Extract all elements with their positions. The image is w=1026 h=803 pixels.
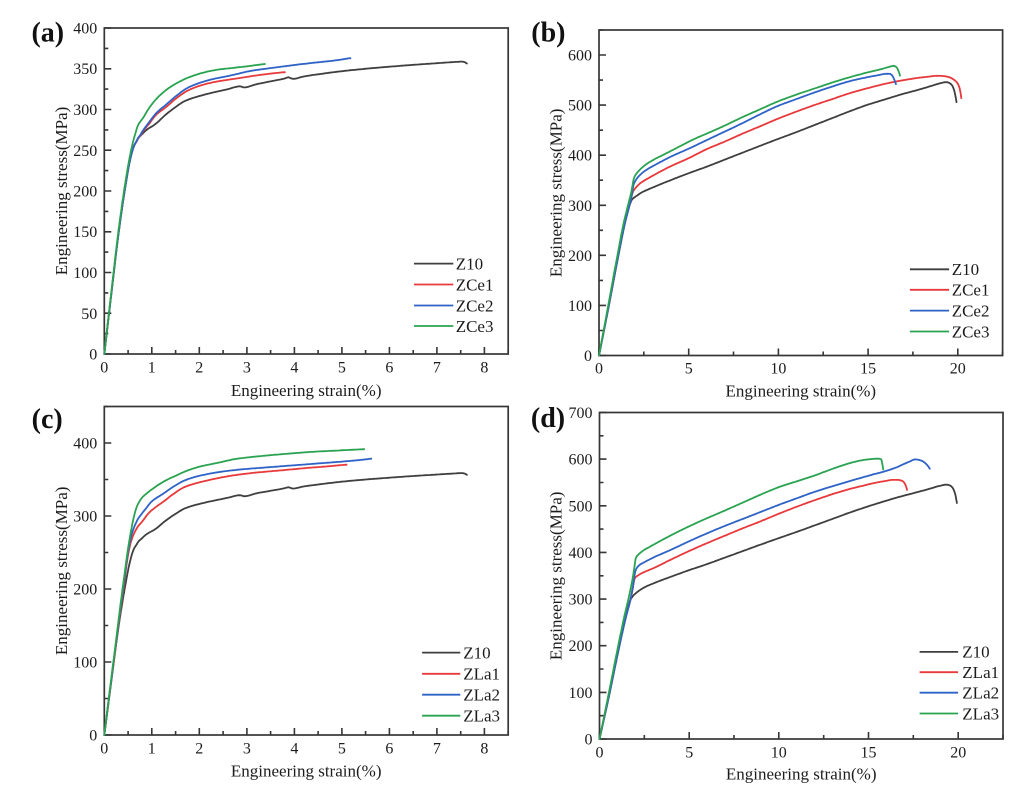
svg-text:Engineering stress(MPa): Engineering stress(MPa): [547, 109, 566, 278]
svg-text:400: 400: [568, 148, 592, 165]
svg-text:0: 0: [89, 347, 97, 364]
svg-text:ZLa1: ZLa1: [463, 665, 500, 684]
svg-text:ZLa2: ZLa2: [463, 686, 500, 705]
svg-text:Engineering stress(MPa): Engineering stress(MPa): [52, 487, 71, 656]
svg-text:0: 0: [595, 361, 603, 378]
svg-text:ZLa2: ZLa2: [962, 684, 999, 703]
svg-text:250: 250: [73, 143, 97, 160]
svg-text:5: 5: [685, 361, 693, 378]
svg-text:20: 20: [950, 744, 966, 761]
svg-text:3: 3: [243, 359, 251, 376]
svg-text:ZCe1: ZCe1: [952, 281, 990, 300]
svg-text:Engineering strain(%): Engineering strain(%): [231, 761, 382, 780]
svg-text:300: 300: [73, 509, 97, 526]
svg-text:200: 200: [569, 638, 593, 655]
svg-text:350: 350: [73, 61, 97, 78]
svg-text:0: 0: [89, 728, 97, 745]
svg-text:500: 500: [569, 498, 593, 515]
svg-text:300: 300: [569, 592, 593, 609]
svg-text:(d): (d): [531, 403, 565, 434]
svg-text:400: 400: [569, 545, 593, 562]
svg-text:ZLa3: ZLa3: [463, 707, 500, 726]
svg-text:200: 200: [73, 582, 97, 599]
svg-text:Z10: Z10: [463, 643, 490, 662]
svg-text:ZCe3: ZCe3: [456, 317, 494, 336]
svg-text:10: 10: [770, 361, 786, 378]
svg-text:ZLa3: ZLa3: [962, 704, 999, 723]
svg-text:400: 400: [73, 21, 97, 38]
svg-text:20: 20: [950, 361, 966, 378]
svg-text:100: 100: [73, 265, 97, 282]
svg-text:1: 1: [148, 359, 156, 376]
svg-text:Z10: Z10: [952, 260, 979, 279]
svg-text:ZCe3: ZCe3: [952, 322, 990, 341]
svg-text:Engineering stress(MPa): Engineering stress(MPa): [52, 107, 71, 276]
svg-text:100: 100: [568, 298, 592, 315]
svg-text:Engineering stress(MPa): Engineering stress(MPa): [547, 492, 566, 661]
svg-text:Engineering strain(%): Engineering strain(%): [726, 764, 877, 783]
svg-text:5: 5: [338, 740, 346, 757]
svg-text:(b): (b): [531, 18, 565, 49]
svg-text:Engineering strain(%): Engineering strain(%): [231, 381, 382, 400]
svg-text:200: 200: [73, 184, 97, 201]
svg-text:ZCe2: ZCe2: [952, 301, 990, 320]
svg-text:15: 15: [861, 744, 877, 761]
svg-text:2: 2: [195, 359, 203, 376]
svg-text:4: 4: [290, 359, 298, 376]
svg-text:0: 0: [100, 740, 108, 757]
svg-text:200: 200: [568, 248, 592, 265]
svg-text:3: 3: [243, 740, 251, 757]
svg-text:600: 600: [569, 452, 593, 469]
svg-text:7: 7: [433, 359, 441, 376]
svg-text:7: 7: [433, 740, 441, 757]
svg-text:300: 300: [73, 102, 97, 119]
svg-text:(c): (c): [32, 404, 63, 435]
svg-text:600: 600: [568, 48, 592, 65]
svg-text:400: 400: [73, 436, 97, 453]
svg-text:Engineering strain(%): Engineering strain(%): [726, 382, 877, 401]
svg-text:5: 5: [685, 744, 693, 761]
svg-text:700: 700: [569, 405, 593, 422]
svg-text:ZCe1: ZCe1: [456, 275, 494, 294]
svg-text:300: 300: [568, 198, 592, 215]
svg-text:ZCe2: ZCe2: [456, 296, 494, 315]
svg-text:500: 500: [568, 98, 592, 115]
svg-text:Z10: Z10: [962, 643, 989, 662]
svg-text:6: 6: [385, 740, 393, 757]
svg-text:6: 6: [385, 359, 393, 376]
svg-text:ZLa1: ZLa1: [962, 663, 999, 682]
svg-text:0: 0: [585, 732, 593, 749]
svg-text:0: 0: [584, 348, 592, 365]
svg-text:2: 2: [195, 740, 203, 757]
svg-text:150: 150: [73, 224, 97, 241]
svg-text:100: 100: [569, 685, 593, 702]
svg-text:1: 1: [148, 740, 156, 757]
svg-text:50: 50: [81, 306, 97, 323]
svg-text:8: 8: [480, 359, 488, 376]
svg-text:0: 0: [596, 744, 604, 761]
svg-text:15: 15: [860, 361, 876, 378]
svg-text:(a): (a): [31, 18, 64, 49]
svg-text:0: 0: [100, 359, 108, 376]
svg-text:5: 5: [338, 359, 346, 376]
svg-text:4: 4: [290, 740, 298, 757]
svg-text:Z10: Z10: [456, 254, 483, 273]
svg-text:10: 10: [771, 744, 787, 761]
svg-text:8: 8: [480, 740, 488, 757]
svg-text:100: 100: [73, 655, 97, 672]
